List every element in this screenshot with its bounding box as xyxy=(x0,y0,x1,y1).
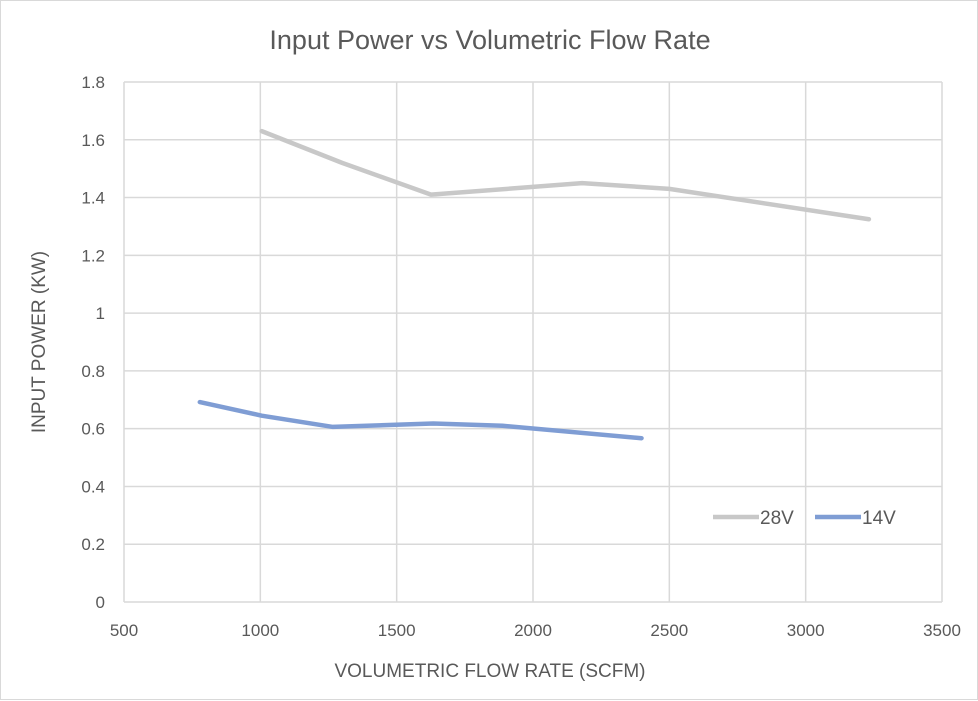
y-tick-label: 1 xyxy=(96,304,105,323)
legend-label-28V: 28V xyxy=(760,508,794,529)
series-line-28V xyxy=(259,128,872,222)
x-tick-label: 2500 xyxy=(650,621,688,640)
y-tick-label: 1.2 xyxy=(81,246,105,265)
x-tick-label: 3500 xyxy=(923,621,961,640)
y-tick-label: 0 xyxy=(96,593,105,612)
y-axis-label: INPUT POWER (KW) xyxy=(29,251,50,433)
legend-label-14V: 14V xyxy=(862,508,896,529)
y-tick-label: 0.8 xyxy=(81,362,105,381)
y-tick-label: 1.8 xyxy=(81,73,105,92)
x-tick-label: 2000 xyxy=(514,621,552,640)
chart-title: Input Power vs Volumetric Flow Rate xyxy=(269,25,710,55)
x-tick-label: 1500 xyxy=(378,621,416,640)
x-tick-label: 1000 xyxy=(241,621,279,640)
legend: 28V 14V xyxy=(713,508,896,529)
y-tick-label: 0.4 xyxy=(81,477,105,496)
series-line-14V xyxy=(197,399,644,441)
x-axis-label: VOLUMETRIC FLOW RATE (SCFM) xyxy=(334,661,645,682)
y-tick-label: 1.6 xyxy=(81,131,105,150)
y-tick-label: 0.6 xyxy=(81,420,105,439)
y-tick-label: 0.2 xyxy=(81,535,105,554)
y-tick-label: 1.4 xyxy=(81,189,105,208)
x-tick-label: 500 xyxy=(110,621,138,640)
x-tick-label: 3000 xyxy=(787,621,825,640)
